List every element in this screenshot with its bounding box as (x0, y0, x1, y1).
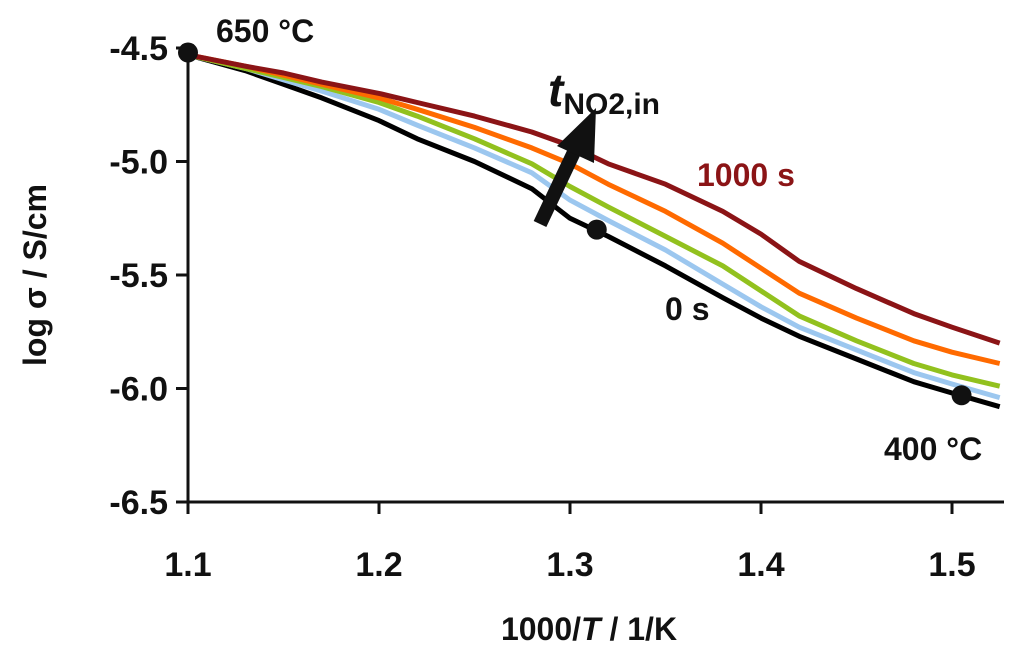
x-axis-title: 1000/T / 1/K (501, 611, 677, 647)
marker-point-0 (178, 42, 198, 63)
x-tick-label: 1.1 (164, 546, 211, 584)
x-tick-label: 1.3 (546, 546, 593, 584)
label-650C: 650 °C (216, 13, 314, 49)
y-axis-title: log σ / S/cm (17, 184, 53, 366)
arrow-head (557, 108, 596, 163)
y-tick-label: -4.5 (109, 30, 168, 68)
time-arrow (533, 108, 596, 227)
x-axis-title-part3: / 1/K (601, 611, 677, 647)
series-line-1 (187, 52, 1001, 401)
x-axis-title-part1: 1000/ (501, 611, 581, 647)
arrow-label-t: t (548, 64, 565, 116)
marker-layer (178, 42, 972, 406)
label-400C: 400 °C (884, 431, 982, 467)
x-tick-label: 1.2 (355, 546, 402, 584)
arrow-label: tNO2,in (548, 64, 660, 121)
x-axis-title-part2: T (581, 611, 603, 647)
y-tick-label: -5.5 (109, 257, 168, 295)
arrow-shaft (533, 147, 582, 227)
y-tick-label: -5.0 (109, 144, 168, 182)
tick-layer: -4.5 -5.0 -5.5 -6.0 -6.5 1.1 1.2 1.3 1.4 1.5 (109, 30, 975, 584)
x-tick-label: 1.4 (737, 546, 784, 584)
x-tick-label: 1.5 (928, 546, 975, 584)
y-tick-label: -6.5 (109, 484, 168, 522)
label-0s: 0 s (665, 291, 709, 327)
arrow-label-sub: NO2,in (563, 88, 660, 121)
y-tick-label: -6.0 (109, 371, 168, 409)
marker-point-1 (586, 219, 607, 240)
marker-point-2 (951, 385, 972, 406)
label-1000s: 1000 s (697, 157, 795, 193)
